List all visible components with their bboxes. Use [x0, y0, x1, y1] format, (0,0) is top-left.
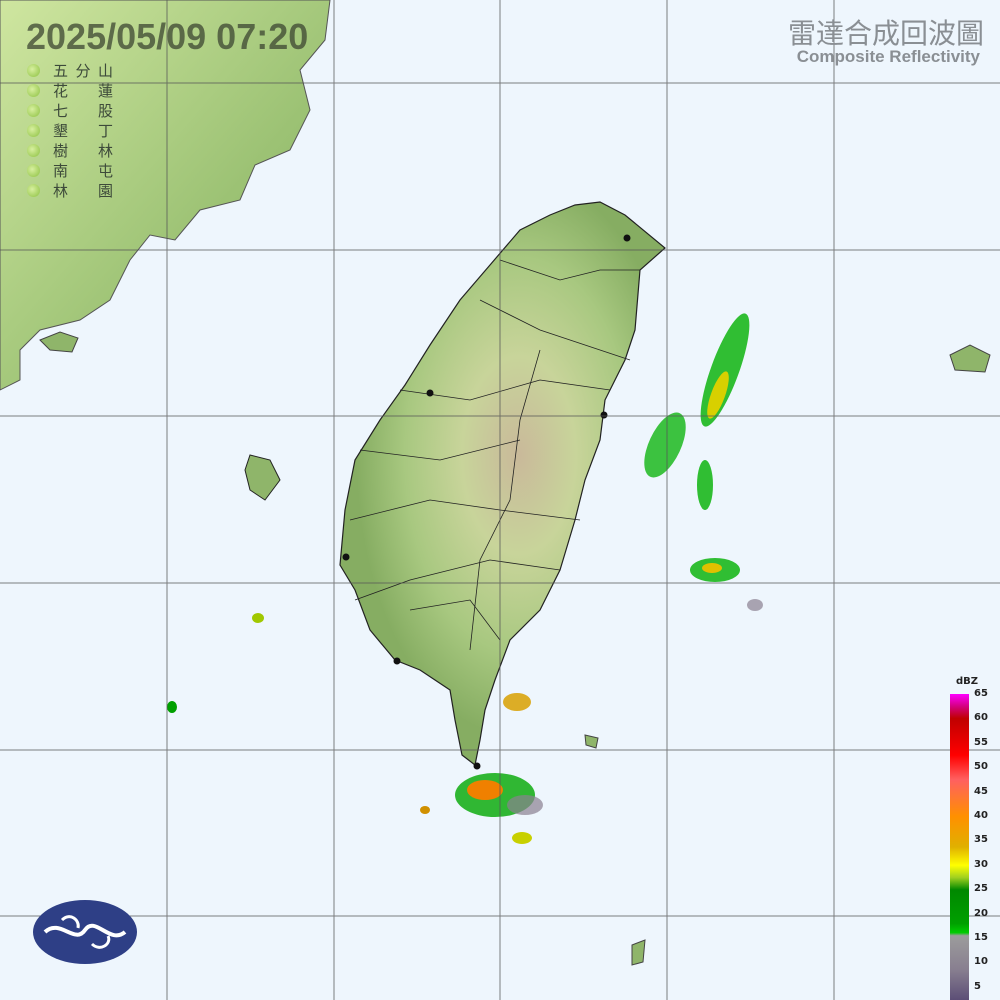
station-shulin: 樹林 [27, 140, 113, 160]
station-wufenshan: 五分山 [27, 60, 113, 80]
cwa-logo [33, 900, 137, 964]
colorbar-tick: 25 [974, 883, 988, 895]
station-char: 園 [97, 181, 113, 200]
station-char: 五 [53, 61, 69, 80]
station-hualien: 花蓮 [27, 80, 113, 100]
radar-station-dots [342, 234, 631, 770]
station-char: 南 [53, 161, 69, 180]
title-english: Composite Reflectivity [796, 47, 980, 66]
station-char: 山 [97, 61, 113, 80]
colorbar-gradient [950, 694, 969, 1000]
station-char: 墾 [53, 121, 69, 140]
colorbar-unit: dBZ [956, 676, 979, 687]
colorbar-tick: 10 [974, 956, 988, 968]
colorbar-tick: 45 [974, 785, 988, 797]
colorbar-tick: 35 [974, 834, 988, 846]
radar-station-list: 五分山 花蓮 七股 墾丁 樹林 南屯 林園 [27, 60, 113, 200]
colorbar-tick: 60 [974, 712, 988, 724]
green-island [584, 734, 599, 749]
station-char: 分 [75, 61, 91, 80]
county-borders [349, 259, 640, 651]
colorbar-tick: 5 [974, 980, 981, 992]
station-kenting: 墾丁 [27, 120, 113, 140]
station-char: 蓮 [97, 81, 113, 100]
station-status-icon [27, 123, 40, 137]
yonaguni-island [949, 344, 991, 373]
station-char: 樹 [53, 141, 69, 160]
station-char: 七 [53, 101, 69, 120]
colorbar-tick: 65 [974, 688, 988, 699]
station-char: 林 [53, 181, 69, 200]
station-char: 花 [53, 81, 69, 100]
orchid-island [631, 939, 646, 966]
penghu-islands [244, 454, 281, 501]
radar-echoes [167, 313, 763, 844]
station-nantun: 南屯 [27, 160, 113, 180]
station-status-icon [27, 103, 40, 117]
station-status-icon [27, 183, 40, 197]
station-char: 屯 [97, 161, 113, 180]
station-linyuan: 林園 [27, 180, 113, 200]
title-chinese: 雷達合成回波圖 [787, 17, 984, 50]
colorbar-tick: 15 [974, 932, 988, 943]
station-qigu: 七股 [27, 100, 113, 120]
station-char: 股 [97, 101, 113, 120]
colorbar-tick: 30 [974, 858, 988, 870]
colorbar-tick: 55 [974, 736, 988, 748]
station-char: 丁 [97, 121, 113, 140]
colorbar-tick: 20 [974, 907, 988, 919]
china-coast [0, 0, 331, 391]
station-char: 林 [97, 141, 113, 160]
taiwan-island [339, 201, 666, 767]
colorbar-tick: 50 [974, 761, 988, 773]
station-status-icon [27, 143, 40, 157]
matsu-island [39, 331, 79, 353]
station-status-icon [27, 83, 40, 97]
observation-datetime: 2025/05/09 07:20 [26, 16, 309, 57]
colorbar-tick: 40 [974, 810, 988, 821]
station-status-icon [27, 63, 40, 77]
station-status-icon [27, 163, 40, 177]
